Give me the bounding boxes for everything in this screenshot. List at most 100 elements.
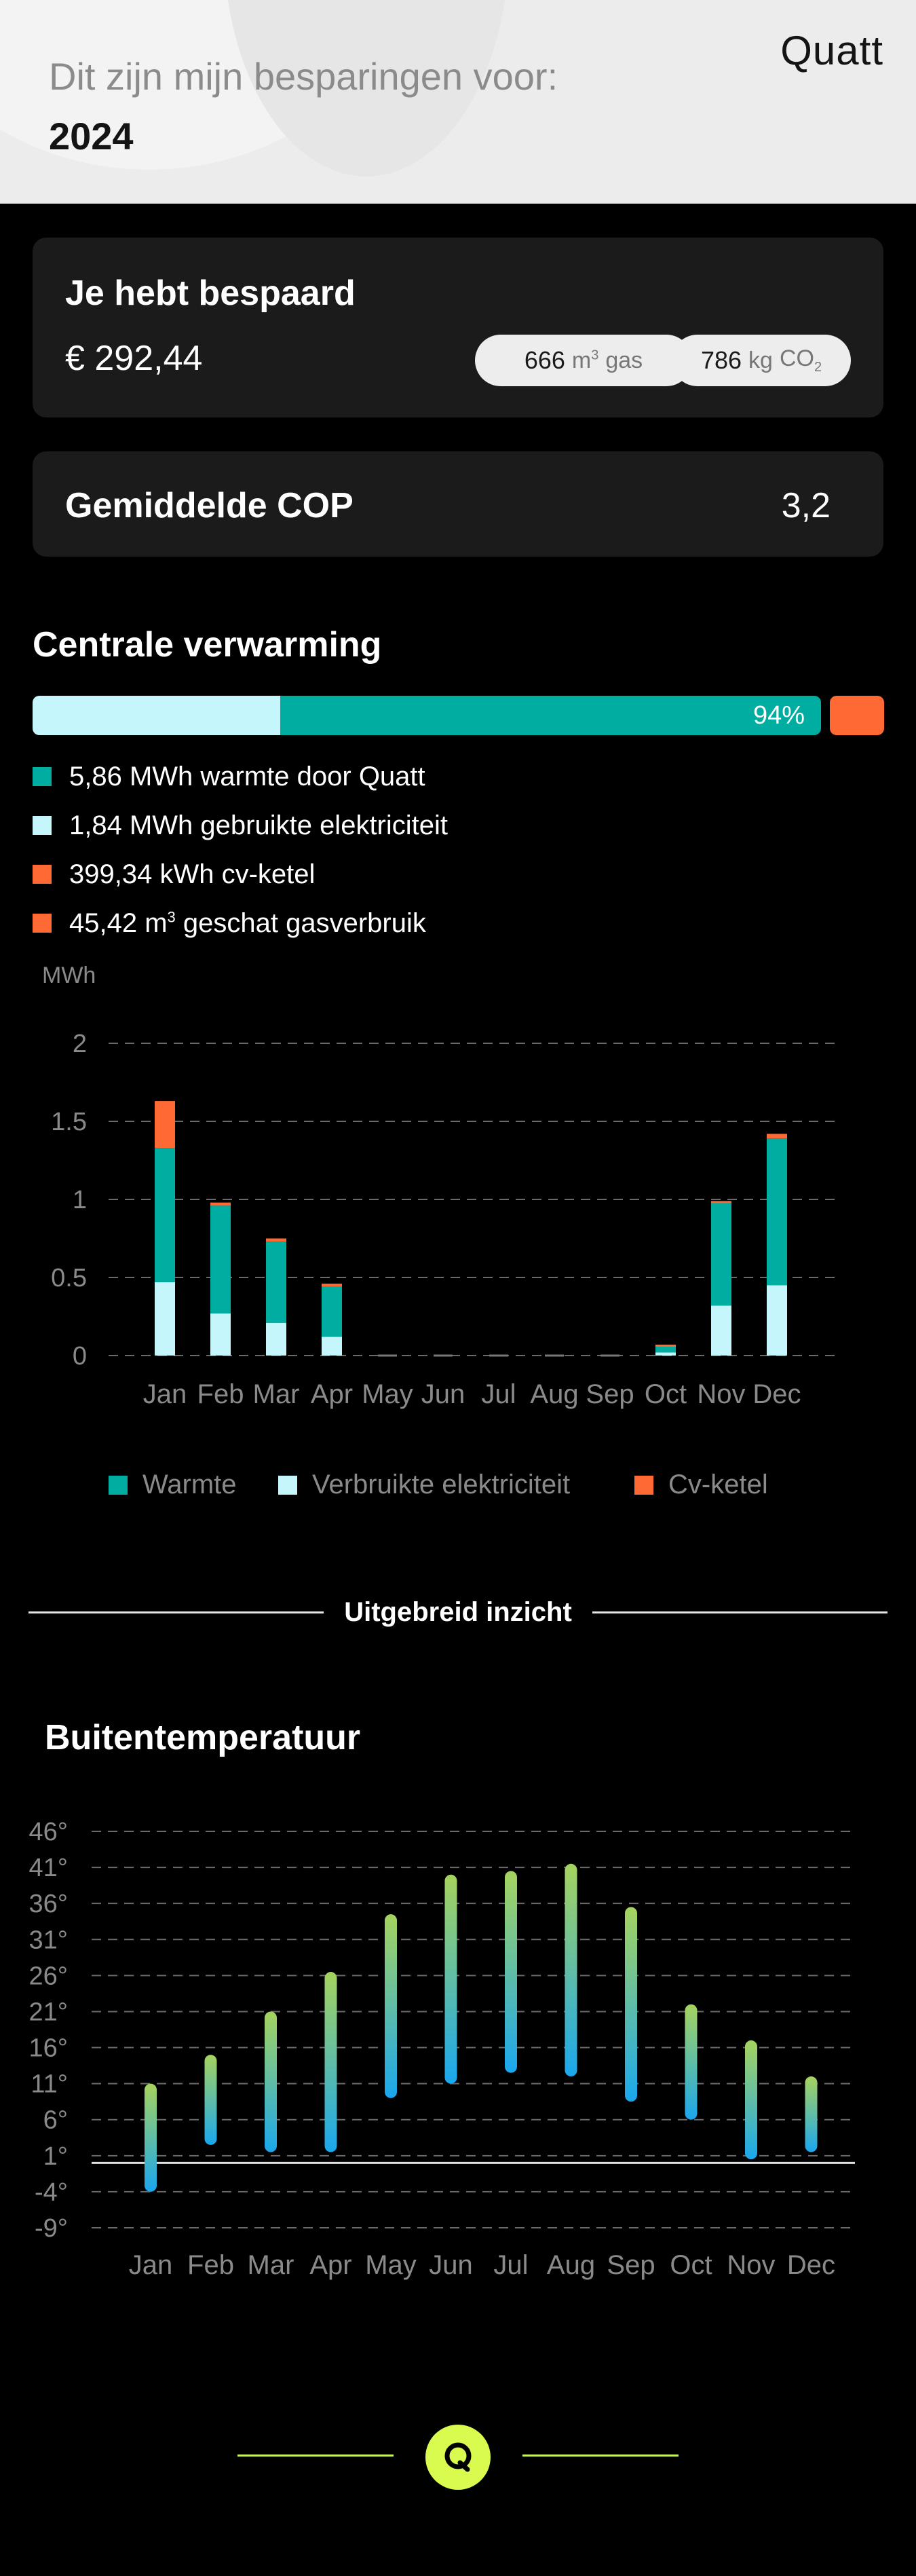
energy-chart: MWh 2 1.5 1 0.5 0 Jan Feb Mar Apr May Jun Jul Aug Sep O… xyxy=(42,964,835,1499)
legend-swatch xyxy=(278,1476,297,1495)
header: Dit zijn mijn besparingen voor: 2024 Qua… xyxy=(0,0,916,204)
y-tick-label: -4° xyxy=(35,2178,68,2207)
bar-segment xyxy=(655,1344,676,1347)
co2-savings-pill: 786 kg CO2 xyxy=(672,335,851,386)
orange-swatch-icon xyxy=(33,914,52,933)
x-tick-label: May xyxy=(362,1379,413,1409)
bar-segment xyxy=(322,1286,342,1337)
temperature-range-bar xyxy=(745,2040,757,2160)
heating-ratio-bar: 94% xyxy=(33,696,821,735)
legend-item-label: 399,34 kWh cv-ketel xyxy=(69,859,316,889)
heat-segment: 94% xyxy=(280,696,821,735)
header-subtitle: Dit zijn mijn besparingen voor: xyxy=(49,55,558,98)
gas-savings-pill: 666 m3 gas xyxy=(475,335,692,386)
legend-item-label: 5,86 MWh warmte door Quatt xyxy=(69,761,425,791)
gas-value: 666 xyxy=(524,346,565,374)
divider-line xyxy=(592,1611,888,1613)
legend-item-gas: 45,42 m3 geschat gasverbruik xyxy=(33,899,448,948)
x-tick-label: Dec xyxy=(787,2250,835,2280)
y-tick-label: -9° xyxy=(35,2214,68,2243)
temperature-range-bar xyxy=(444,1874,457,2084)
y-tick-label: 31° xyxy=(29,1926,68,1954)
heating-legend: 5,86 MWh warmte door Quatt 1,84 MWh gebr… xyxy=(33,752,448,948)
bar-segment xyxy=(155,1148,175,1282)
temperature-range-bar xyxy=(265,2011,277,2152)
orange-swatch-icon xyxy=(33,865,52,884)
bar-segment xyxy=(322,1337,342,1356)
savings-card: Je hebt bespaard € 292,44 666 m3 gas 786… xyxy=(33,238,883,417)
x-tick-label: Apr xyxy=(311,1379,353,1409)
bar-segment xyxy=(767,1134,787,1139)
x-tick-label: Jul xyxy=(493,2250,528,2280)
legend-swatch xyxy=(634,1476,653,1495)
footer-line xyxy=(522,2454,679,2457)
bar-segment xyxy=(210,1206,231,1313)
bar-segment xyxy=(155,1282,175,1356)
x-tick-label: Oct xyxy=(645,1379,687,1409)
x-tick-label: Apr xyxy=(309,2250,351,2280)
y-tick-label: 1° xyxy=(43,2142,68,2171)
x-tick-label: Sep xyxy=(607,2250,655,2280)
gas-unit: m3 xyxy=(571,347,599,373)
bar-segment xyxy=(711,1305,731,1356)
savings-title: Je hebt bespaard xyxy=(65,274,356,313)
x-tick-label: Aug xyxy=(547,2250,595,2280)
savings-amount: € 292,44 xyxy=(65,339,203,378)
extended-insight-divider: Uitgebreid inzicht xyxy=(28,1593,888,1631)
electricity-segment xyxy=(33,696,280,735)
bar-segment xyxy=(266,1238,286,1242)
y-tick-label: 36° xyxy=(29,1890,68,1918)
quatt-q-icon xyxy=(425,2425,491,2490)
co2-value: 786 xyxy=(700,346,742,374)
lightblue-swatch-icon xyxy=(33,816,52,835)
footer-line xyxy=(237,2454,394,2457)
y-tick-label: 21° xyxy=(29,1998,68,2026)
y-axis-label: MWh xyxy=(42,964,96,988)
bar-segment xyxy=(210,1313,231,1356)
bar-segment xyxy=(711,1201,731,1203)
cop-label: Gemiddelde COP xyxy=(65,486,354,525)
y-tick-label: 1 xyxy=(73,1186,87,1214)
bar-segment xyxy=(322,1284,342,1287)
bar-segment xyxy=(767,1138,787,1286)
co2-unit: kg xyxy=(748,347,773,373)
gas-label: gas xyxy=(605,347,643,373)
x-tick-label: Jun xyxy=(421,1379,465,1409)
y-tick-label: 6° xyxy=(43,2106,68,2135)
legend-item-electricity: 1,84 MWh gebruikte elektriciteit xyxy=(33,801,448,850)
y-tick-label: 1.5 xyxy=(51,1108,87,1136)
divider-line xyxy=(28,1611,324,1613)
legend-label: Cv-ketel xyxy=(668,1470,768,1499)
temperature-range-bar xyxy=(324,1972,337,2152)
bar-segment xyxy=(155,1101,175,1149)
x-tick-label: Nov xyxy=(697,1379,745,1409)
temperature-range-bar xyxy=(204,2055,217,2145)
co2-label: CO2 xyxy=(779,346,822,375)
x-tick-label: Nov xyxy=(727,2250,775,2280)
y-tick-label: 11° xyxy=(31,2070,68,2099)
boiler-segment xyxy=(830,696,884,735)
x-tick-label: Jul xyxy=(481,1379,516,1409)
quatt-logo: Quatt xyxy=(780,28,883,73)
y-tick-label: 26° xyxy=(29,1962,68,1990)
temperature-range-bar xyxy=(505,1871,517,2073)
bar-segment xyxy=(266,1322,286,1356)
temperature-range-bar xyxy=(805,2076,818,2152)
cop-card: Gemiddelde COP 3,2 xyxy=(33,451,883,557)
x-tick-label: Mar xyxy=(248,2250,294,2280)
y-tick-label: 0.5 xyxy=(51,1264,87,1292)
legend-label: Warmte xyxy=(142,1470,237,1499)
legend-label: Verbruikte elektriciteit xyxy=(312,1470,570,1499)
legend-swatch xyxy=(109,1476,128,1495)
x-tick-label: Oct xyxy=(670,2250,712,2280)
heat-percent-label: 94% xyxy=(752,701,805,730)
legend-item-label: 1,84 MWh gebruikte elektriciteit xyxy=(69,810,449,840)
divider-label: Uitgebreid inzicht xyxy=(344,1597,572,1627)
temperature-range-bar xyxy=(145,2083,157,2192)
header-year: 2024 xyxy=(49,115,134,157)
x-tick-label: Feb xyxy=(197,1379,244,1409)
x-tick-label: Jun xyxy=(429,2250,473,2280)
temperature-range-bar xyxy=(565,1863,577,2077)
cop-value: 3,2 xyxy=(781,486,831,525)
bar-segment xyxy=(655,1352,676,1356)
